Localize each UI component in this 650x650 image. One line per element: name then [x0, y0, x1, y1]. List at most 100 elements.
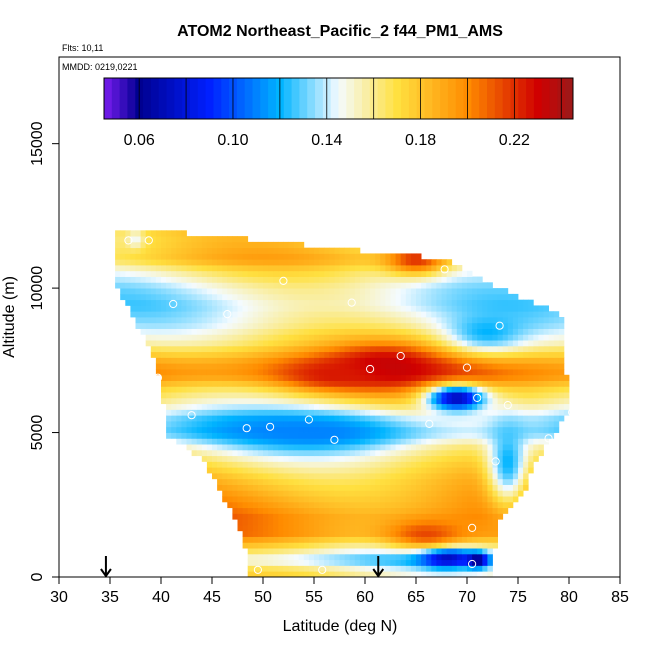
- heatmap-cell: [324, 490, 330, 497]
- heatmap-cell: [268, 357, 274, 364]
- heatmap-cell: [380, 432, 386, 439]
- heatmap-cell: [308, 513, 315, 520]
- heatmap-cell: [370, 270, 376, 277]
- heatmap-cell: [431, 311, 437, 318]
- heatmap-cell: [288, 374, 294, 381]
- heatmap-cell: [477, 496, 483, 503]
- heatmap-cell: [242, 473, 249, 480]
- sample-points-layer: [124, 236, 577, 574]
- heatmap-cell: [314, 496, 320, 503]
- heatmap-cell: [303, 311, 310, 318]
- heatmap-cell: [421, 334, 427, 341]
- heatmap-cell: [431, 565, 437, 572]
- heatmap-cell: [247, 305, 254, 312]
- heatmap-cell: [467, 432, 473, 439]
- heatmap-cell: [247, 241, 254, 249]
- heatmap-cell: [344, 374, 351, 381]
- heatmap-cell: [283, 473, 289, 480]
- heatmap-cell: [467, 513, 473, 520]
- heatmap-cell: [319, 444, 325, 451]
- heatmap-cell: [186, 276, 192, 283]
- heatmap-cell: [461, 553, 468, 561]
- heatmap-cell: [140, 282, 147, 289]
- heatmap-cell: [232, 432, 238, 439]
- heatmap-cell: [155, 236, 162, 243]
- heatmap-cell: [278, 484, 284, 491]
- heatmap-cell: [441, 317, 447, 324]
- heatmap-cell: [268, 432, 274, 439]
- heatmap-cell: [461, 467, 468, 474]
- heatmap-cell: [283, 455, 289, 462]
- heatmap-cell: [380, 571, 386, 578]
- heatmap-cell: [257, 293, 264, 301]
- heatmap-cell: [523, 449, 529, 457]
- heatmap-cell: [257, 496, 264, 503]
- heatmap-cell: [370, 507, 376, 514]
- heatmap-cell: [339, 565, 345, 572]
- heatmap-cell: [217, 409, 223, 416]
- heatmap-cell: [227, 386, 233, 393]
- heatmap-cell: [467, 276, 473, 283]
- heatmap-cell: [263, 241, 269, 249]
- heatmap-cell: [436, 461, 442, 468]
- heatmap-cell: [421, 403, 427, 410]
- heatmap-cell: [558, 322, 565, 329]
- heatmap-cell: [252, 282, 259, 289]
- heatmap-cell: [451, 553, 458, 561]
- heatmap-cell: [431, 426, 437, 433]
- heatmap-cell: [278, 444, 284, 451]
- heatmap-cell: [308, 270, 315, 277]
- heatmap-cell: [365, 345, 371, 353]
- heatmap-cell: [293, 282, 300, 289]
- heatmap-cell: [166, 351, 172, 358]
- heatmap-cell: [324, 282, 330, 289]
- heatmap-cell: [288, 519, 294, 526]
- sample-point: [144, 236, 153, 245]
- heatmap-cell: [477, 513, 483, 520]
- heatmap-cell: [365, 357, 371, 364]
- heatmap-cell: [278, 322, 284, 329]
- heatmap-cell: [298, 432, 305, 439]
- heatmap-cell: [548, 397, 555, 405]
- heatmap-cell: [135, 288, 141, 295]
- heatmap-cell: [451, 357, 458, 364]
- heatmap-cell: [349, 426, 356, 433]
- heatmap-cell: [482, 415, 488, 422]
- heatmap-cell: [405, 334, 412, 341]
- heatmap-cell: [263, 363, 269, 370]
- heatmap-cell: [268, 386, 274, 393]
- heatmap-cell: [273, 565, 279, 572]
- heatmap-cell: [502, 501, 509, 509]
- heatmap-cell: [293, 536, 300, 543]
- heatmap-cell: [227, 247, 233, 254]
- heatmap-cell: [242, 282, 249, 289]
- heatmap-cell: [237, 519, 243, 526]
- heatmap-cell: [533, 426, 539, 433]
- heatmap-cell: [212, 409, 218, 416]
- heatmap-cell: [227, 276, 233, 283]
- heatmap-cell: [181, 421, 187, 428]
- heatmap-cell: [436, 311, 442, 318]
- heatmap-cell: [288, 288, 294, 295]
- heatmap-cell: [257, 317, 264, 324]
- heatmap-cell: [283, 559, 289, 566]
- heatmap-cell: [441, 490, 447, 497]
- heatmap-cell: [186, 265, 192, 272]
- heatmap-cell: [344, 363, 351, 370]
- heatmap-cell: [247, 513, 254, 520]
- heatmap-cell: [451, 282, 458, 289]
- heatmap-cell: [467, 421, 473, 428]
- heatmap-cell: [314, 345, 320, 353]
- heatmap-cell: [380, 363, 386, 370]
- heatmap-cell: [431, 380, 437, 387]
- heatmap-cell: [125, 247, 131, 254]
- heatmap-cell: [334, 548, 340, 555]
- heatmap-cell: [252, 241, 259, 249]
- heatmap-cell: [421, 490, 427, 497]
- heatmap-cell: [298, 536, 305, 543]
- heatmap-cell: [242, 455, 249, 462]
- heatmap-cell: [507, 415, 514, 422]
- heatmap-cell: [329, 276, 335, 283]
- heatmap-cell: [329, 357, 335, 364]
- heatmap-cell: [319, 259, 325, 266]
